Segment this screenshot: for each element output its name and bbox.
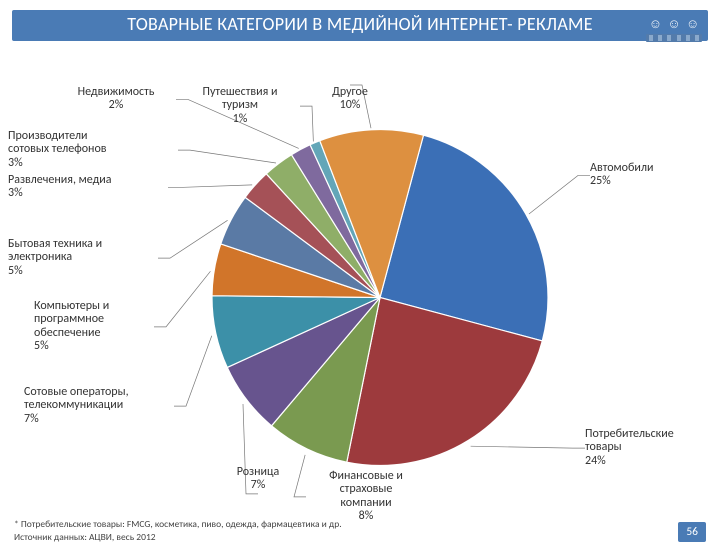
- leader-line: [154, 271, 210, 327]
- slide-footer: * Потребительские товары: FMCG, косметик…: [14, 518, 660, 544]
- pie-slice-label: Производители сотовых телефонов 3%: [8, 130, 178, 170]
- pie-slice-label: Розница 7%: [218, 466, 298, 493]
- pie-slice-label: Потребительские товары 24%: [585, 428, 715, 468]
- pie-svg: [212, 130, 548, 466]
- slide-title-bar: ТОВАРНЫЕ КАТЕГОРИИ В МЕДИЙНОЙ ИНТЕРНЕТ- …: [12, 10, 708, 41]
- leader-line: [174, 336, 212, 406]
- page-number-badge: 56: [678, 522, 706, 542]
- pie-slice-label: Недвижимость 2%: [56, 86, 176, 113]
- deck-decor-icon: ☺☺☺: [646, 16, 702, 42]
- pie-slice-label: Финансовые и страховые компании 8%: [306, 470, 426, 524]
- pie-slice-label: Сотовые операторы, телекоммуникации 7%: [24, 386, 174, 426]
- pie-slice-label: Бытовая техника и электроника 5%: [8, 238, 158, 278]
- source-text: Источник данных: АЦВИ, весь 2012: [14, 531, 660, 544]
- pie-chart-area: Автомобили 25% Потребительские товары 24%…: [0, 68, 720, 510]
- pie-slice-label: Автомобили 25%: [590, 162, 700, 189]
- pie-slice-label: Другое 10%: [310, 86, 390, 113]
- footnote-text: * Потребительские товары: FMCG, косметик…: [14, 518, 660, 531]
- pie-slice-label: Путешествия и туризм 1%: [180, 86, 300, 126]
- slide-title: ТОВАРНЫЕ КАТЕГОРИИ В МЕДИЙНОЙ ИНТЕРНЕТ- …: [12, 14, 708, 35]
- pie-chart: [212, 130, 548, 471]
- pie-slice-label: Компьютеры и программное обеспечение 5%: [34, 300, 154, 354]
- pie-slice-label: Развлечения, медиа 3%: [8, 174, 168, 201]
